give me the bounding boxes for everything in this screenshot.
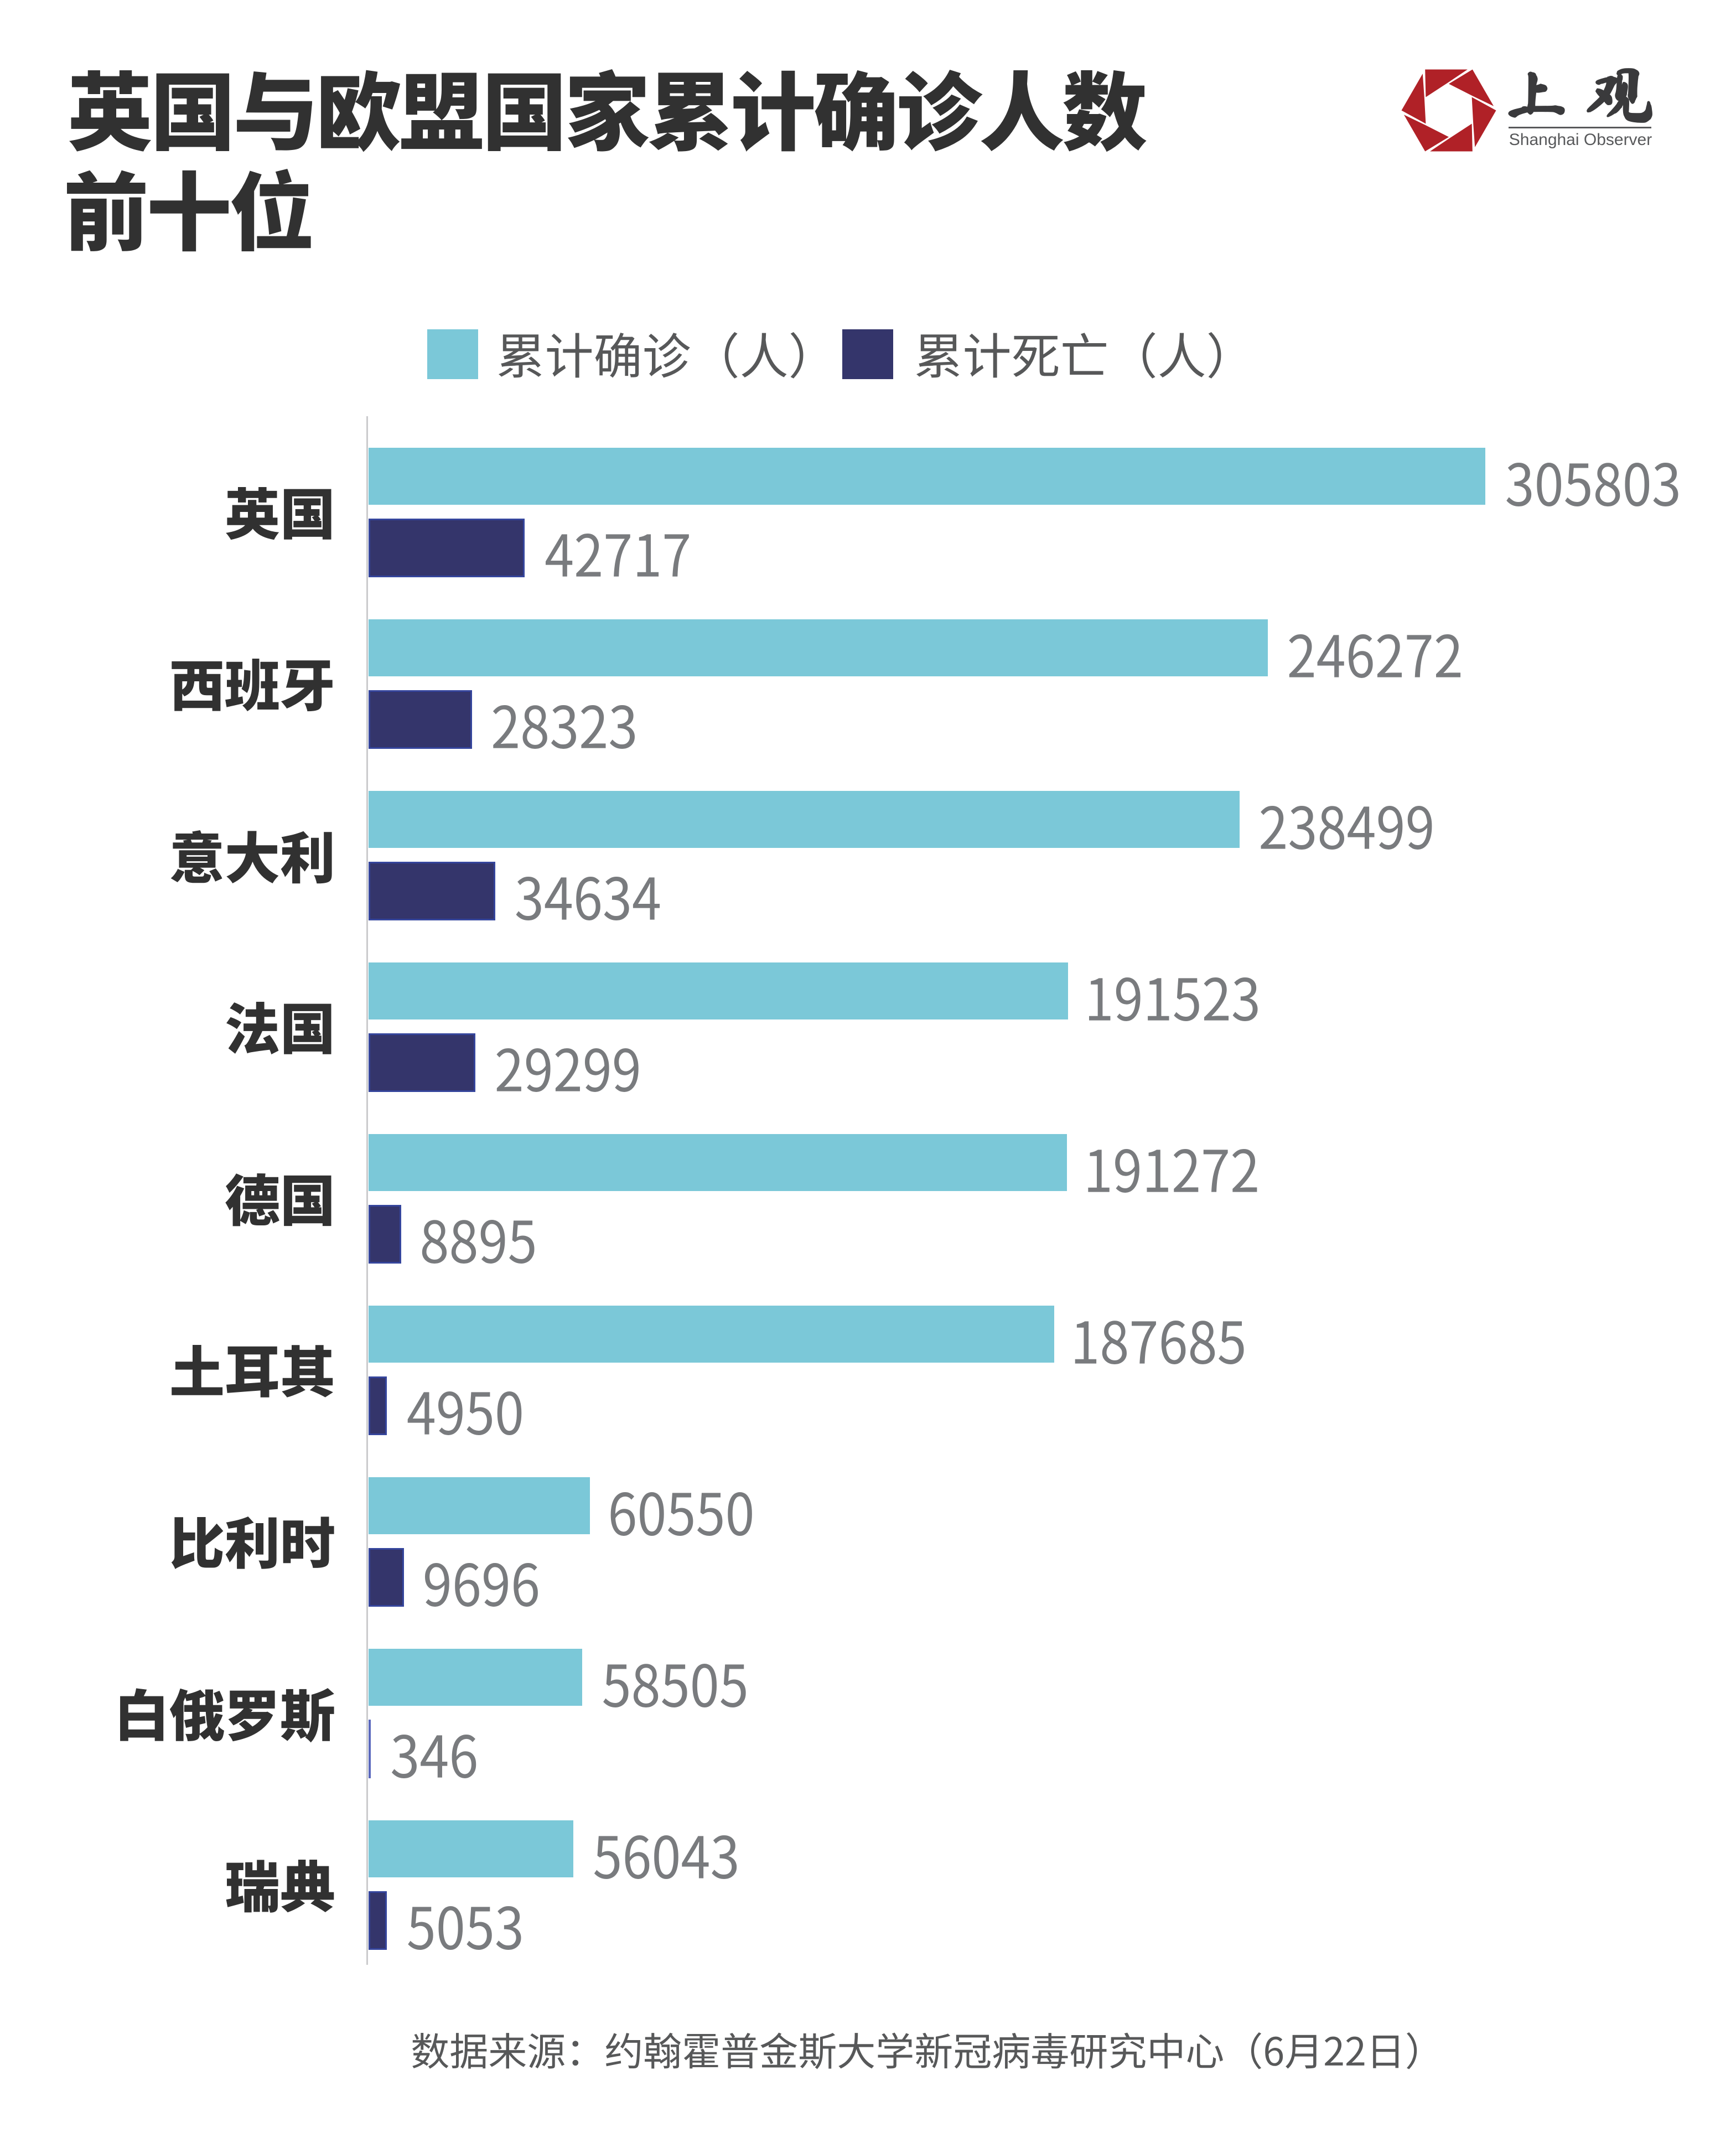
svg-text:Shanghai Observer: Shanghai Observer — [1509, 131, 1652, 149]
